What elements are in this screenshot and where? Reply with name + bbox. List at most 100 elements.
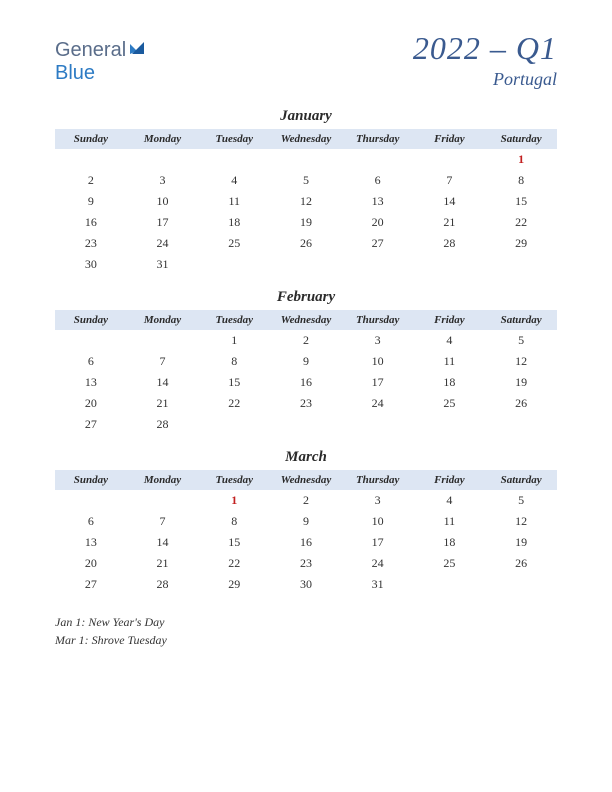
calendar-cell: 9 xyxy=(55,191,127,212)
calendar-cell: 10 xyxy=(127,191,199,212)
calendar-cell: 18 xyxy=(414,532,486,553)
calendar-cell xyxy=(342,149,414,170)
calendar-row: 12345 xyxy=(55,330,557,351)
calendar-cell: 22 xyxy=(198,553,270,574)
day-header: Saturday xyxy=(485,470,557,490)
calendar-cell: 19 xyxy=(485,372,557,393)
calendar-cell: 11 xyxy=(198,191,270,212)
calendar-cell: 11 xyxy=(414,351,486,372)
calendar-row: 6789101112 xyxy=(55,511,557,532)
day-header: Monday xyxy=(127,310,199,330)
calendar-row: 2345678 xyxy=(55,170,557,191)
calendar-cell: 2 xyxy=(270,490,342,511)
day-header: Sunday xyxy=(55,129,127,149)
calendar-cell: 21 xyxy=(414,212,486,233)
calendar-cell: 17 xyxy=(127,212,199,233)
calendar-cell: 13 xyxy=(342,191,414,212)
calendar-cell: 3 xyxy=(342,490,414,511)
calendar-cell: 14 xyxy=(127,372,199,393)
calendar-cell: 24 xyxy=(342,553,414,574)
logo-text-general: General xyxy=(55,39,126,61)
title-block: 2022 – Q1 Portugal xyxy=(413,30,557,90)
calendar-row: 23242526272829 xyxy=(55,233,557,254)
calendar-cell: 6 xyxy=(55,351,127,372)
calendar-cell: 12 xyxy=(485,351,557,372)
calendar-cell: 5 xyxy=(485,330,557,351)
calendar-cell: 17 xyxy=(342,372,414,393)
calendar-cell: 24 xyxy=(342,393,414,414)
day-header: Thursday xyxy=(342,129,414,149)
calendar-cell xyxy=(198,414,270,435)
calendar-cell xyxy=(127,490,199,511)
calendar-cell: 19 xyxy=(270,212,342,233)
calendar-row: 3031 xyxy=(55,254,557,275)
day-header: Thursday xyxy=(342,310,414,330)
day-header: Friday xyxy=(414,310,486,330)
calendar-cell: 3 xyxy=(127,170,199,191)
calendar-cell: 15 xyxy=(485,191,557,212)
calendar-cell: 15 xyxy=(198,372,270,393)
calendar-cell: 19 xyxy=(485,532,557,553)
day-header: Tuesday xyxy=(198,129,270,149)
calendar-cell: 12 xyxy=(270,191,342,212)
calendar-row: 9101112131415 xyxy=(55,191,557,212)
calendar-cell: 27 xyxy=(342,233,414,254)
calendar-cell xyxy=(55,149,127,170)
calendar-cell: 23 xyxy=(270,393,342,414)
calendar-row: 13141516171819 xyxy=(55,532,557,553)
calendar-row: 2728 xyxy=(55,414,557,435)
calendar-row: 1 xyxy=(55,149,557,170)
calendar-cell: 11 xyxy=(414,511,486,532)
calendar-cell: 26 xyxy=(270,233,342,254)
calendar-cell: 20 xyxy=(55,553,127,574)
calendar-cell: 1 xyxy=(485,149,557,170)
calendar-cell: 23 xyxy=(270,553,342,574)
calendar-cell: 29 xyxy=(198,574,270,595)
calendar-cell xyxy=(55,330,127,351)
calendar-row: 16171819202122 xyxy=(55,212,557,233)
calendar-cell: 8 xyxy=(198,351,270,372)
calendar-cell: 7 xyxy=(127,511,199,532)
calendar-table: SundayMondayTuesdayWednesdayThursdayFrid… xyxy=(55,470,557,595)
calendar-cell: 1 xyxy=(198,490,270,511)
calendar-cell: 10 xyxy=(342,511,414,532)
holiday-item: Mar 1: Shrove Tuesday xyxy=(55,631,557,649)
calendar-cell: 31 xyxy=(127,254,199,275)
page-title: 2022 – Q1 xyxy=(413,30,557,67)
calendar-cell: 1 xyxy=(198,330,270,351)
calendar-cell: 4 xyxy=(198,170,270,191)
calendar-cell xyxy=(270,149,342,170)
day-header: Wednesday xyxy=(270,470,342,490)
calendar-cell: 7 xyxy=(127,351,199,372)
page-subtitle: Portugal xyxy=(413,69,557,90)
logo: General Blue xyxy=(55,38,146,85)
calendar-cell: 4 xyxy=(414,490,486,511)
calendar-cell xyxy=(485,414,557,435)
calendar-row: 6789101112 xyxy=(55,351,557,372)
calendar-cell: 18 xyxy=(198,212,270,233)
calendar-cell: 2 xyxy=(270,330,342,351)
holiday-list: Jan 1: New Year's DayMar 1: Shrove Tuesd… xyxy=(55,613,557,649)
calendar-cell: 18 xyxy=(414,372,486,393)
calendar-row: 20212223242526 xyxy=(55,393,557,414)
calendar-cell: 14 xyxy=(414,191,486,212)
calendar-cell: 15 xyxy=(198,532,270,553)
months-container: JanuarySundayMondayTuesdayWednesdayThurs… xyxy=(55,108,557,595)
calendar-row: 13141516171819 xyxy=(55,372,557,393)
calendar-cell: 26 xyxy=(485,393,557,414)
calendar-cell xyxy=(270,414,342,435)
calendar-cell: 22 xyxy=(485,212,557,233)
header: General Blue 2022 – Q1 Portugal xyxy=(55,30,557,90)
day-header: Wednesday xyxy=(270,310,342,330)
calendar-table: SundayMondayTuesdayWednesdayThursdayFrid… xyxy=(55,310,557,435)
calendar-cell xyxy=(270,254,342,275)
calendar-cell: 20 xyxy=(342,212,414,233)
calendar-cell: 23 xyxy=(55,233,127,254)
calendar-cell: 22 xyxy=(198,393,270,414)
calendar-cell xyxy=(414,574,486,595)
calendar-cell: 6 xyxy=(342,170,414,191)
calendar-cell: 13 xyxy=(55,532,127,553)
calendar-cell: 25 xyxy=(414,393,486,414)
calendar-cell: 6 xyxy=(55,511,127,532)
calendar-table: SundayMondayTuesdayWednesdayThursdayFrid… xyxy=(55,129,557,275)
